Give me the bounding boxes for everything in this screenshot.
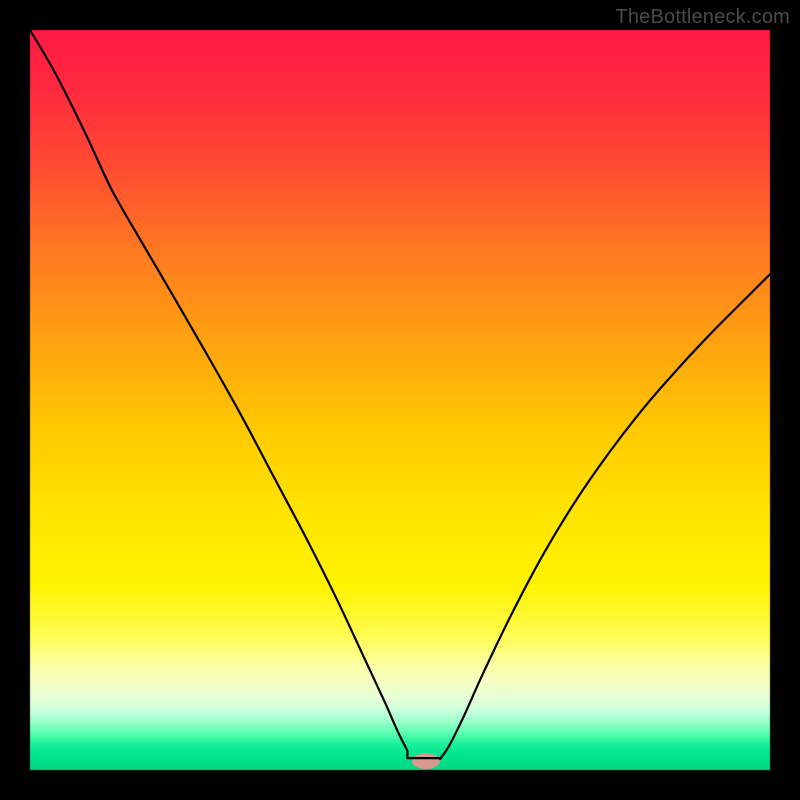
gradient-background <box>0 0 800 800</box>
chart-container: TheBottleneck.com <box>0 0 800 800</box>
